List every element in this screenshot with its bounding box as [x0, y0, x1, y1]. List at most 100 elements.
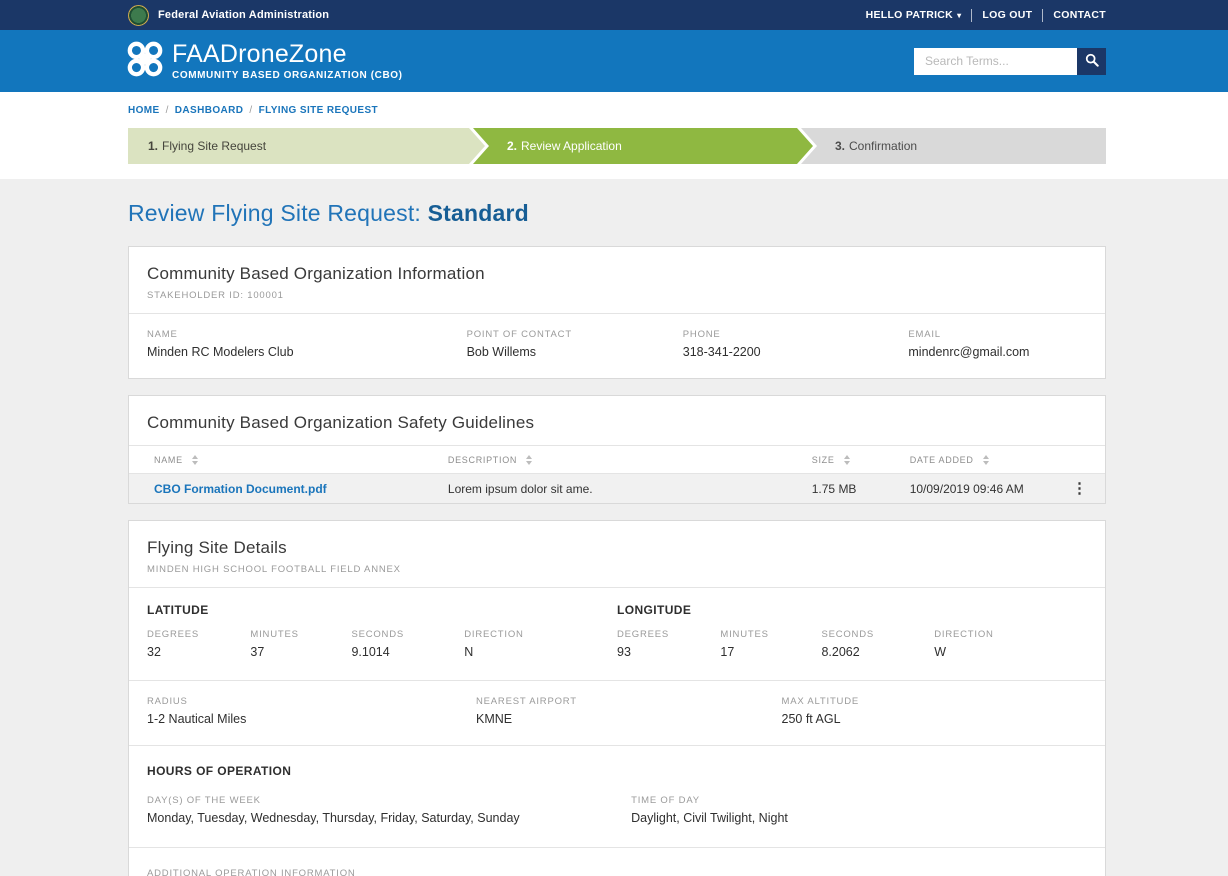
nearest-airport-value: KMNE	[476, 712, 513, 726]
cbo-information-title: Community Based Organization Information	[147, 264, 485, 283]
top-navy-bar: Federal Aviation Administration HELLO PA…	[0, 0, 1228, 30]
lat-degrees-value: 32	[147, 645, 161, 659]
lat-minutes-label: MINUTES	[250, 629, 299, 640]
breadcrumb: HOME / DASHBOARD / FLYING SITE REQUEST	[128, 105, 1106, 116]
latitude-label: LATITUDE	[147, 603, 209, 617]
step-label: Flying Site Request	[162, 139, 267, 153]
search-input[interactable]	[914, 47, 1077, 75]
lat-direction-value: N	[464, 645, 474, 659]
nearest-airport-label: NEAREST AIRPORT	[476, 696, 577, 707]
sort-icon	[982, 454, 989, 465]
sort-icon	[191, 454, 198, 465]
field-value-name: Minden RC Modelers Club	[147, 345, 294, 359]
chevron-down-icon: ▾	[957, 11, 962, 20]
user-menu[interactable]: HELLO PATRICK ▾	[866, 9, 962, 21]
lon-seconds-value: 8.2062	[821, 645, 860, 659]
lat-direction-label: DIRECTION	[464, 629, 524, 640]
topbar-divider	[971, 8, 973, 22]
radius-label: RADIUS	[147, 696, 188, 707]
document-size: 1.75 MB	[811, 481, 857, 496]
lon-degrees-label: DEGREES	[617, 629, 670, 640]
lon-minutes-value: 17	[720, 645, 735, 659]
document-date-added: 10/09/2019 09:46 AM	[909, 481, 1024, 496]
column-header-date-added[interactable]: DATE ADDED	[910, 454, 1050, 465]
field-value-phone: 318-341-2200	[682, 345, 761, 359]
row-actions-menu-icon[interactable]: ⋮	[1071, 480, 1087, 497]
column-header-description[interactable]: DESCRIPTION	[448, 454, 812, 465]
lon-minutes-label: MINUTES	[720, 629, 769, 640]
divider	[129, 847, 1105, 848]
step-flying-site-request[interactable]: 1. Flying Site Request	[128, 128, 485, 164]
hours-of-operation-section: HOURS OF OPERATION DAY(S) OF THE WEEK Mon…	[129, 746, 1105, 847]
safety-guidelines-card: Community Based Organization Safety Guid…	[128, 395, 1106, 504]
topbar-divider	[1042, 8, 1044, 22]
radius-value: 1-2 Nautical Miles	[147, 712, 247, 726]
lon-degrees-value: 93	[617, 645, 631, 659]
dronezone-logo-icon	[126, 40, 164, 83]
document-link[interactable]: CBO Formation Document.pdf	[154, 481, 327, 496]
flying-site-details-title: Flying Site Details	[147, 538, 287, 557]
page-title-type: Standard	[427, 200, 529, 226]
step-confirmation[interactable]: 3. Confirmation	[801, 128, 1106, 164]
lat-seconds-value: 9.1014	[351, 645, 390, 659]
step-label: Confirmation	[849, 139, 918, 153]
field-label-name: NAME	[147, 329, 178, 340]
flying-site-name: MINDEN HIGH SCHOOL FOOTBALL FIELD ANNEX	[147, 564, 401, 575]
search-icon	[1085, 53, 1099, 70]
max-altitude-label: MAX ALTITUDE	[781, 696, 860, 707]
column-header-name[interactable]: NAME	[154, 454, 448, 465]
hours-of-operation-title: HOURS OF OPERATION	[147, 764, 292, 778]
safety-guidelines-title: Community Based Organization Safety Guid…	[147, 413, 535, 432]
breadcrumb-home[interactable]: HOME	[128, 105, 160, 116]
faa-seal-icon	[128, 4, 149, 26]
lon-seconds-label: SECONDS	[821, 629, 875, 640]
step-number: 2.	[507, 139, 518, 153]
field-value-point-of-contact: Bob Willems	[466, 345, 537, 359]
field-label-phone: PHONE	[682, 329, 721, 340]
step-number: 3.	[835, 139, 846, 153]
logout-link[interactable]: LOG OUT	[982, 9, 1033, 21]
subheader: HOME / DASHBOARD / FLYING SITE REQUEST 1. Fl…	[0, 92, 1228, 179]
page-title-prefix: Review Flying Site Request:	[128, 200, 428, 226]
brand-name: FAADroneZone	[172, 39, 347, 68]
stakeholder-id: STAKEHOLDER ID: 100001	[147, 290, 284, 301]
agency-name: Federal Aviation Administration	[158, 9, 330, 21]
column-header-size[interactable]: SIZE	[812, 454, 910, 465]
user-greeting: HELLO PATRICK	[865, 9, 954, 21]
lon-direction-value: W	[934, 645, 947, 659]
sort-icon	[843, 454, 850, 465]
contact-link[interactable]: CONTACT	[1053, 9, 1106, 21]
field-label-email: EMAIL	[908, 329, 941, 340]
step-number: 1.	[148, 139, 159, 153]
divider	[129, 680, 1105, 681]
brand-bar: FAADroneZone COMMUNITY BASED ORGANIZATIO…	[0, 30, 1228, 92]
field-label-point-of-contact: POINT OF CONTACT	[466, 329, 572, 340]
additional-info-label: ADDITIONAL OPERATION INFORMATION	[147, 868, 356, 876]
breadcrumb-flying-site-request[interactable]: FLYING SITE REQUEST	[258, 105, 379, 116]
cbo-information-card: Community Based Organization Information…	[128, 246, 1106, 379]
field-value-email: mindenrc@gmail.com	[908, 345, 1030, 359]
longitude-block: LONGITUDE DEGREES 93 MINUTES 17 SECONDS 8.2…	[617, 603, 1087, 659]
longitude-label: LONGITUDE	[617, 603, 692, 617]
additional-operation-info-section: ADDITIONAL OPERATION INFORMATION Lorem i…	[129, 848, 1105, 876]
days-of-week-label: DAY(S) OF THE WEEK	[147, 795, 261, 806]
breadcrumb-separator: /	[249, 105, 253, 116]
max-altitude-value: 250 ft AGL	[781, 712, 841, 726]
progress-steps: 1. Flying Site Request 2. Review Applica…	[128, 128, 1106, 164]
divider	[129, 587, 1105, 588]
flying-site-details-card: Flying Site Details MINDEN HIGH SCHOOL F…	[128, 520, 1106, 876]
step-review-application[interactable]: 2. Review Application	[473, 128, 813, 164]
breadcrumb-separator: /	[165, 105, 169, 116]
lat-seconds-label: SECONDS	[351, 629, 405, 640]
divider	[129, 313, 1105, 314]
divider	[129, 745, 1105, 746]
days-of-week-value: Monday, Tuesday, Wednesday, Thursday, Fr…	[147, 811, 520, 825]
lat-degrees-label: DEGREES	[147, 629, 200, 640]
latitude-block: LATITUDE DEGREES 32 MINUTES 37 SECONDS 9.10…	[147, 603, 617, 659]
search-button[interactable]	[1077, 47, 1106, 75]
breadcrumb-dashboard[interactable]: DASHBOARD	[174, 105, 244, 116]
table-header: NAME DESCRIPTION SIZE DATE ADDED	[129, 445, 1105, 474]
lat-minutes-value: 37	[250, 645, 265, 659]
lon-direction-label: DIRECTION	[934, 629, 994, 640]
brand-subtitle: COMMUNITY BASED ORGANIZATION (CBO)	[172, 69, 403, 81]
